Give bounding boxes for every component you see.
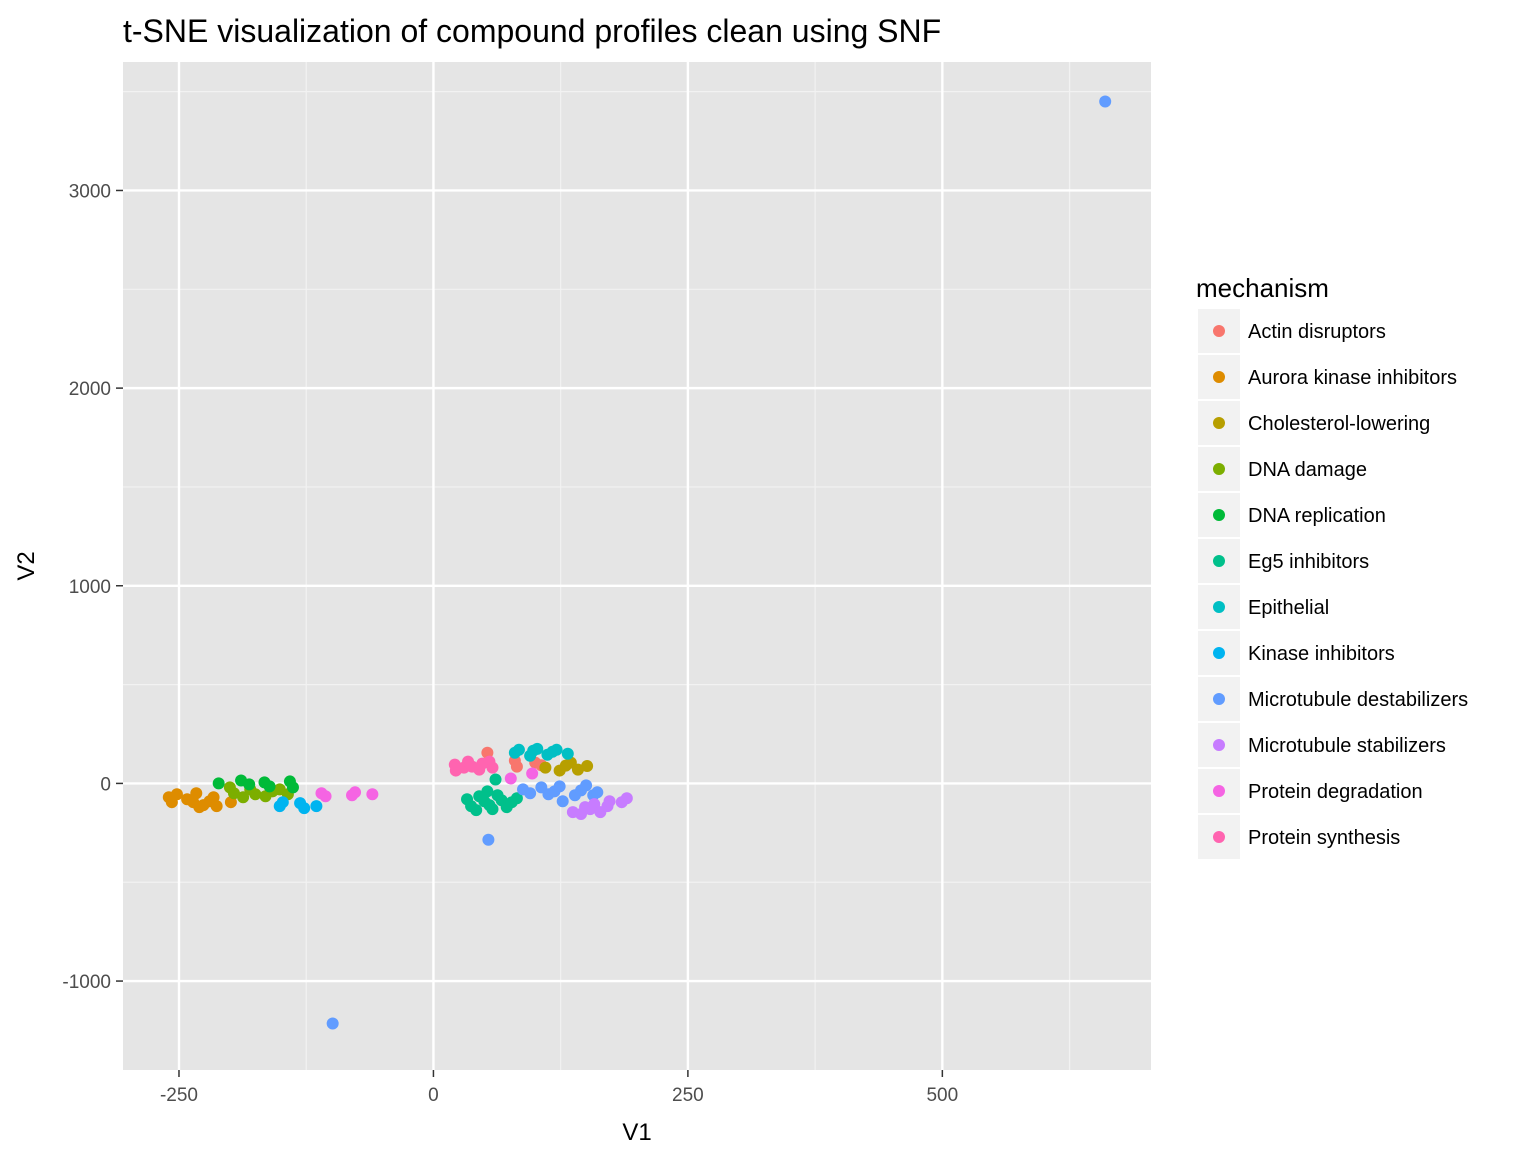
legend-label: Eg5 inhibitors xyxy=(1248,551,1369,573)
legend-key-dot xyxy=(1213,693,1225,705)
y-tick-label: 0 xyxy=(100,774,111,795)
data-point xyxy=(470,804,483,817)
legend-key-dot xyxy=(1213,739,1225,751)
legend-key-dot xyxy=(1213,417,1225,429)
plot-panel xyxy=(123,62,1151,1070)
data-point xyxy=(620,792,633,805)
data-point xyxy=(489,773,502,786)
data-point xyxy=(481,785,494,798)
legend-label: Microtubule destabilizers xyxy=(1248,689,1468,711)
legend-key-dot xyxy=(1213,555,1225,567)
legend-key-dot xyxy=(1213,463,1225,475)
legend-label: Microtubule stabilizers xyxy=(1248,735,1446,757)
legend-title: mechanism xyxy=(1196,273,1329,303)
y-tick-label: 2000 xyxy=(69,379,111,400)
major-gridlines xyxy=(123,62,1151,1070)
data-point xyxy=(249,788,262,801)
legend-label: Aurora kinase inhibitors xyxy=(1248,367,1457,389)
data-point xyxy=(298,802,311,815)
data-point xyxy=(512,743,525,756)
data-point xyxy=(1099,95,1112,108)
data-point xyxy=(190,787,203,800)
data-point xyxy=(486,803,499,816)
data-point xyxy=(510,760,523,773)
legend-label: Kinase inhibitors xyxy=(1248,643,1395,665)
legend-key-dot xyxy=(1213,371,1225,383)
legend-key-dot xyxy=(1213,647,1225,659)
legend-label: Actin disruptors xyxy=(1248,321,1386,343)
data-point xyxy=(504,772,517,785)
legend-key-dot xyxy=(1213,831,1225,843)
data-point xyxy=(212,777,225,790)
data-point xyxy=(319,790,332,803)
data-point xyxy=(237,791,250,804)
legend-key-dot xyxy=(1213,325,1225,337)
data-point xyxy=(603,795,616,808)
data-point xyxy=(553,780,566,793)
legend-key-dot xyxy=(1213,509,1225,521)
minor-gridlines xyxy=(123,62,1151,1070)
data-point xyxy=(286,781,299,794)
legend-label: Protein degradation xyxy=(1248,781,1423,803)
data-point xyxy=(482,833,495,846)
data-point xyxy=(526,767,539,780)
data-point xyxy=(510,792,523,805)
legend-label: Epithelial xyxy=(1248,597,1329,619)
legend-key-dot xyxy=(1213,785,1225,797)
data-point xyxy=(170,788,183,801)
legend-key-dot xyxy=(1213,601,1225,613)
legend-label: DNA replication xyxy=(1248,505,1386,527)
data-point xyxy=(349,786,362,799)
data-point xyxy=(591,786,604,799)
x-tick-label: 500 xyxy=(926,1085,958,1106)
legend-label: Protein synthesis xyxy=(1248,827,1400,849)
data-point xyxy=(227,787,240,800)
y-axis-ticks: -1000 0 1000 2000 3000 xyxy=(62,181,123,993)
chart-title: t-SNE visualization of compound profiles… xyxy=(123,13,941,49)
x-tick-label: -250 xyxy=(160,1085,198,1106)
data-point xyxy=(550,743,563,756)
data-point xyxy=(531,742,544,755)
data-point xyxy=(571,763,584,776)
data-point xyxy=(580,779,593,792)
x-axis-ticks: -250 0 250 500 xyxy=(160,1070,958,1106)
y-tick-label: -1000 xyxy=(62,972,111,993)
data-point xyxy=(539,761,552,774)
y-tick-label: 3000 xyxy=(69,181,111,202)
data-points xyxy=(162,95,1112,1030)
data-point xyxy=(243,778,256,791)
x-tick-label: 0 xyxy=(428,1085,439,1106)
data-point xyxy=(366,788,379,801)
x-axis-title: V1 xyxy=(622,1119,651,1146)
data-point xyxy=(276,796,289,809)
data-point xyxy=(263,780,276,793)
data-point xyxy=(581,760,594,773)
legend: mechanism Actin disruptors Aurora kinase … xyxy=(1196,273,1468,859)
legend-label: DNA damage xyxy=(1248,459,1367,481)
data-point xyxy=(210,800,223,813)
y-tick-label: 1000 xyxy=(69,577,111,598)
data-point xyxy=(486,761,499,774)
data-point xyxy=(310,800,323,813)
data-point xyxy=(561,747,574,760)
y-axis-title: V2 xyxy=(13,551,40,580)
legend-label: Cholesterol-lowering xyxy=(1248,413,1430,435)
data-point xyxy=(524,787,537,800)
data-point xyxy=(556,795,569,808)
data-point xyxy=(326,1017,339,1030)
x-tick-label: 250 xyxy=(672,1085,704,1106)
